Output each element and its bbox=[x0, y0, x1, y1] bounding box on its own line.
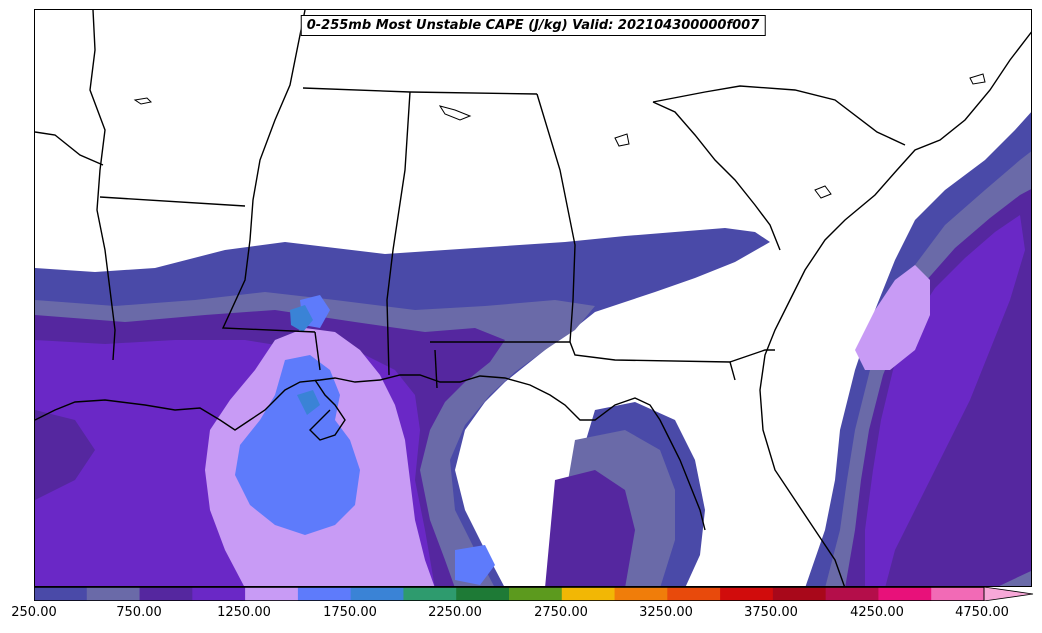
colorbar-tick-label: 250.00 bbox=[11, 605, 57, 620]
colorbar-tick-label: 4250.00 bbox=[850, 605, 904, 620]
colorbar-swatches bbox=[34, 587, 1034, 601]
map-panel: 0-255mb Most Unstable CAPE (J/kg) Valid:… bbox=[34, 9, 1032, 587]
colorbar-swatch bbox=[34, 587, 88, 601]
colorbar-swatch bbox=[509, 587, 563, 601]
colorbar-swatch bbox=[350, 587, 404, 601]
colorbar-tick-label: 750.00 bbox=[116, 605, 162, 620]
political-borders bbox=[35, 10, 1031, 586]
lakes bbox=[133, 73, 986, 199]
cape-fill-1750 bbox=[290, 305, 320, 415]
colorbar-swatch bbox=[614, 587, 668, 601]
colorbar bbox=[34, 587, 1034, 601]
map-title: 0-255mb Most Unstable CAPE (J/kg) Valid:… bbox=[300, 15, 766, 36]
colorbar-swatch bbox=[297, 587, 352, 601]
colorbar-swatch bbox=[561, 587, 616, 601]
cape-map bbox=[35, 10, 1031, 586]
colorbar-tick-label: 1750.00 bbox=[323, 605, 377, 620]
colorbar-tick-label: 3250.00 bbox=[639, 605, 693, 620]
colorbar-swatch bbox=[403, 587, 457, 601]
colorbar-swatch bbox=[931, 587, 985, 601]
colorbar-swatch bbox=[772, 587, 827, 601]
colorbar-outline bbox=[34, 587, 985, 601]
colorbar-swatch bbox=[878, 587, 932, 601]
colorbar-extend-arrow bbox=[983, 587, 1034, 601]
colorbar-swatch bbox=[86, 587, 141, 601]
colorbar-swatch bbox=[667, 587, 721, 601]
colorbar-tick-label: 4750.00 bbox=[955, 605, 1009, 620]
colorbar-swatch bbox=[825, 587, 879, 601]
colorbar-tick-label: 1250.00 bbox=[217, 605, 271, 620]
colorbar-swatch bbox=[245, 587, 299, 601]
colorbar-swatch bbox=[139, 587, 193, 601]
colorbar-swatch bbox=[456, 587, 510, 601]
colorbar-tick-label: 2750.00 bbox=[534, 605, 588, 620]
colorbar-tick-label: 3750.00 bbox=[744, 605, 798, 620]
colorbar-tick-label: 2250.00 bbox=[428, 605, 482, 620]
colorbar-swatch bbox=[720, 587, 774, 601]
colorbar-swatch bbox=[192, 587, 246, 601]
colorbar-tick-labels: 250.00 750.00 1250.00 1750.00 2250.00 27… bbox=[0, 605, 1042, 625]
